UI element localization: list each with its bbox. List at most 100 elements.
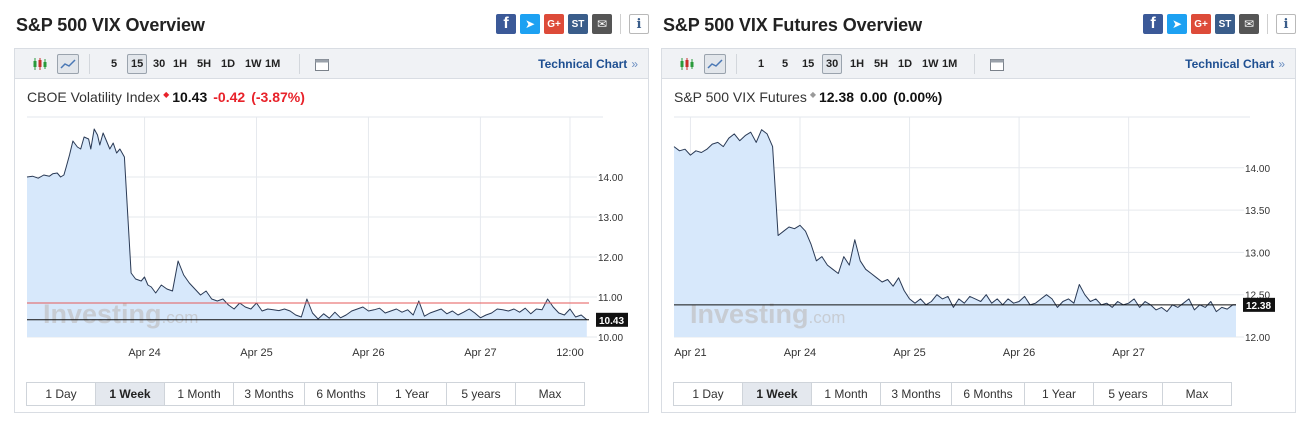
interval-5[interactable]: 5 bbox=[782, 58, 789, 70]
chart-frame: 1 5 15 30 1H 5H 1D 1W 1M Technical Chart» S&P 50… bbox=[661, 48, 1296, 413]
info-icon[interactable]: i bbox=[1276, 14, 1296, 34]
toolbar-separator bbox=[974, 54, 975, 74]
share-icons: f ➤ G+ ST ✉ i bbox=[1139, 14, 1296, 34]
interval-1d[interactable]: 1D bbox=[898, 58, 913, 70]
stocktwits-icon[interactable]: ST bbox=[1215, 14, 1235, 34]
google-plus-icon[interactable]: G+ bbox=[1191, 14, 1211, 34]
svg-text:10.43: 10.43 bbox=[599, 316, 624, 327]
twitter-icon[interactable]: ➤ bbox=[520, 14, 540, 34]
price-change: 0.00 bbox=[860, 89, 888, 105]
status-dot-icon: ◆ bbox=[163, 90, 170, 99]
panel-title: S&P 500 VIX Overview bbox=[16, 15, 205, 35]
facebook-icon[interactable]: f bbox=[1143, 14, 1163, 34]
range-tab-1-year[interactable]: 1 Year bbox=[1025, 383, 1094, 405]
interval-5h[interactable]: 5H bbox=[197, 58, 212, 70]
chart-toolbar: 1 5 15 30 1H 5H 1D 1W 1M Technical Chart» bbox=[662, 49, 1295, 79]
technical-chart-link[interactable]: Technical Chart» bbox=[538, 57, 638, 71]
y-tick-label: 10.00 bbox=[598, 333, 623, 344]
interval-15[interactable]: 15 bbox=[802, 58, 815, 70]
interval-30[interactable]: 30 bbox=[822, 54, 843, 74]
series-area bbox=[27, 129, 587, 337]
interval-1w[interactable]: 1W bbox=[922, 58, 939, 70]
range-tab-max[interactable]: Max bbox=[1163, 383, 1231, 405]
instrument-name: CBOE Volatility Index bbox=[27, 89, 161, 105]
mail-icon[interactable]: ✉ bbox=[1239, 14, 1259, 34]
interval-1[interactable]: 1 bbox=[758, 58, 765, 70]
interval-30[interactable]: 30 bbox=[153, 58, 166, 70]
y-tick-label: 12.00 bbox=[1245, 333, 1270, 344]
quote-line: CBOE Volatility Index ◆ 10.43 -0.42 (-3.87%) bbox=[27, 89, 305, 105]
range-tab-6-months[interactable]: 6 Months bbox=[305, 383, 378, 405]
price-chart[interactable]: Investing.com 10.00 11.00 12.00 13.00 14.00 10… bbox=[15, 49, 648, 379]
interval-1m[interactable]: 1M bbox=[942, 58, 958, 70]
y-tick-label: 12.50 bbox=[1245, 291, 1270, 302]
price-change: -0.42 bbox=[213, 89, 246, 105]
candlestick-icon[interactable] bbox=[29, 54, 51, 74]
interval-5h[interactable]: 5H bbox=[874, 58, 889, 70]
panel-header: S&P 500 VIX Overview f ➤ G+ ST ✉ i bbox=[14, 14, 649, 44]
range-tab-5-years[interactable]: 5 years bbox=[447, 383, 516, 405]
x-tick-label: Apr 24 bbox=[784, 347, 816, 359]
range-tab-1-day[interactable]: 1 Day bbox=[674, 383, 743, 405]
interval-15[interactable]: 15 bbox=[127, 54, 148, 74]
area-chart-icon[interactable] bbox=[704, 54, 726, 74]
panel-title: S&P 500 VIX Futures Overview bbox=[663, 15, 922, 35]
area-chart-icon[interactable] bbox=[57, 54, 79, 74]
range-tab-max[interactable]: Max bbox=[516, 383, 584, 405]
stocktwits-icon[interactable]: ST bbox=[568, 14, 588, 34]
x-tick-label: Apr 27 bbox=[464, 347, 496, 359]
share-icons: f ➤ G+ ST ✉ i bbox=[492, 14, 649, 34]
google-plus-icon[interactable]: G+ bbox=[544, 14, 564, 34]
twitter-icon[interactable]: ➤ bbox=[1167, 14, 1187, 34]
last-price: 10.43 bbox=[172, 89, 208, 105]
series-line bbox=[673, 129, 1236, 313]
interval-1h[interactable]: 1H bbox=[173, 58, 188, 70]
x-tick-label: Apr 21 bbox=[674, 347, 706, 359]
toolbar-separator bbox=[736, 54, 737, 74]
range-tab-6-months[interactable]: 6 Months bbox=[952, 383, 1025, 405]
range-tab-3-months[interactable]: 3 Months bbox=[234, 383, 305, 405]
interval-1m[interactable]: 1M bbox=[265, 58, 281, 70]
y-tick-label: 14.00 bbox=[598, 173, 623, 184]
share-separator bbox=[1267, 14, 1268, 34]
interval-1w[interactable]: 1W bbox=[245, 58, 262, 70]
y-tick-label: 13.00 bbox=[1245, 248, 1270, 259]
calendar-icon[interactable] bbox=[986, 54, 1008, 74]
interval-1h[interactable]: 1H bbox=[850, 58, 865, 70]
interval-1d[interactable]: 1D bbox=[221, 58, 236, 70]
calendar-icon[interactable] bbox=[311, 54, 333, 74]
toolbar-separator bbox=[89, 54, 90, 74]
range-tab-1-week[interactable]: 1 Week bbox=[743, 383, 812, 405]
candlestick-icon[interactable] bbox=[676, 54, 698, 74]
price-change-percent: (0.00%) bbox=[893, 89, 943, 105]
vix-futures-overview-panel: S&P 500 VIX Futures Overview f ➤ G+ ST ✉… bbox=[661, 0, 1296, 443]
x-tick-label: Apr 24 bbox=[128, 347, 160, 359]
range-tab-1-month[interactable]: 1 Month bbox=[165, 383, 234, 405]
last-price-label: 10.43 bbox=[596, 312, 628, 327]
x-tick-label: Apr 26 bbox=[352, 347, 384, 359]
facebook-icon[interactable]: f bbox=[496, 14, 516, 34]
range-tabs: 1 Day 1 Week 1 Month 3 Months 6 Months 1 Year… bbox=[26, 382, 585, 406]
range-tabs: 1 Day 1 Week 1 Month 3 Months 6 Months 1 Year… bbox=[673, 382, 1232, 406]
range-tab-1-day[interactable]: 1 Day bbox=[27, 383, 96, 405]
technical-chart-link[interactable]: Technical Chart» bbox=[1185, 57, 1285, 71]
mail-icon[interactable]: ✉ bbox=[592, 14, 612, 34]
vix-overview-panel: S&P 500 VIX Overview f ➤ G+ ST ✉ i 5 15 30… bbox=[14, 0, 649, 443]
x-tick-label: Apr 25 bbox=[893, 347, 925, 359]
interval-5[interactable]: 5 bbox=[111, 58, 118, 70]
range-tab-3-months[interactable]: 3 Months bbox=[881, 383, 952, 405]
y-tick-label: 13.00 bbox=[598, 213, 623, 224]
y-tick-label: 11.00 bbox=[598, 293, 623, 304]
info-icon[interactable]: i bbox=[629, 14, 649, 34]
series-area bbox=[674, 129, 1236, 337]
range-tab-1-week[interactable]: 1 Week bbox=[96, 383, 165, 405]
chevron-right-icon: » bbox=[631, 57, 638, 71]
range-tab-5-years[interactable]: 5 years bbox=[1094, 383, 1163, 405]
technical-chart-label: Technical Chart bbox=[538, 57, 628, 71]
range-tab-1-year[interactable]: 1 Year bbox=[378, 383, 447, 405]
range-tab-1-month[interactable]: 1 Month bbox=[812, 383, 881, 405]
x-tick-label: Apr 25 bbox=[240, 347, 272, 359]
panel-header: S&P 500 VIX Futures Overview f ➤ G+ ST ✉… bbox=[661, 14, 1296, 44]
price-chart[interactable]: Investing.com12.0012.5013.0013.5014.0012… bbox=[662, 49, 1295, 379]
x-tick-label: Apr 27 bbox=[1112, 347, 1144, 359]
